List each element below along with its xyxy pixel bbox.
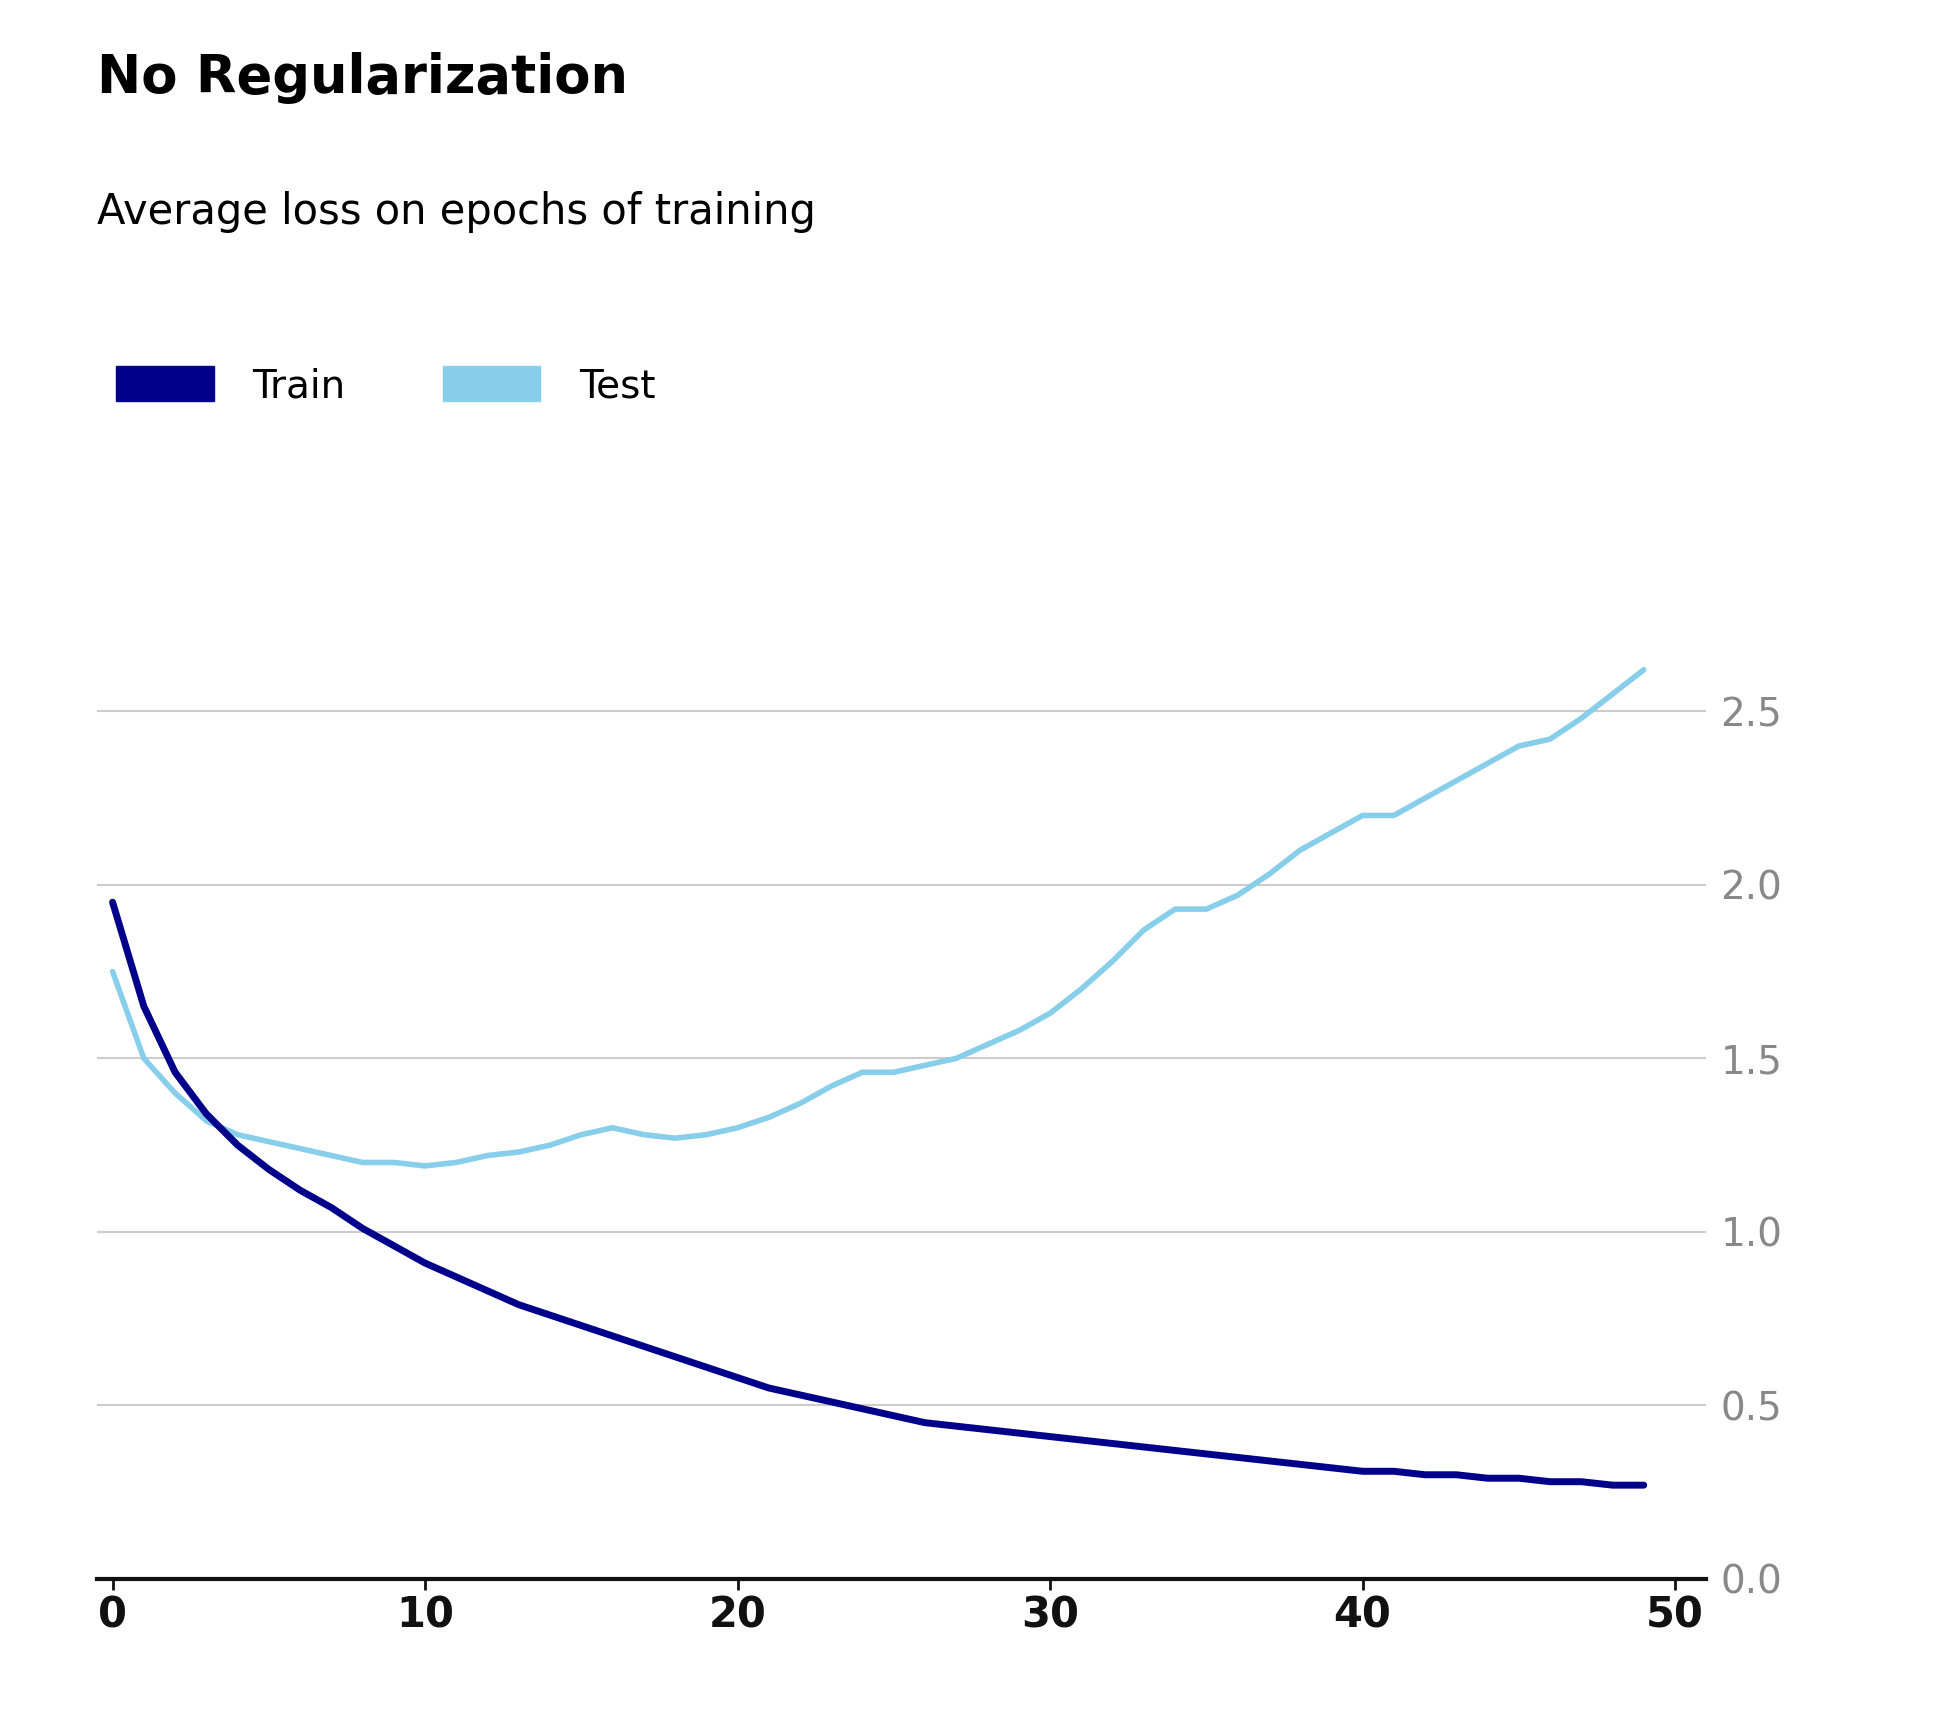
Text: No Regularization: No Regularization (97, 52, 628, 104)
Legend: Train, Test: Train, Test (116, 366, 655, 406)
Text: Average loss on epochs of training: Average loss on epochs of training (97, 191, 816, 232)
